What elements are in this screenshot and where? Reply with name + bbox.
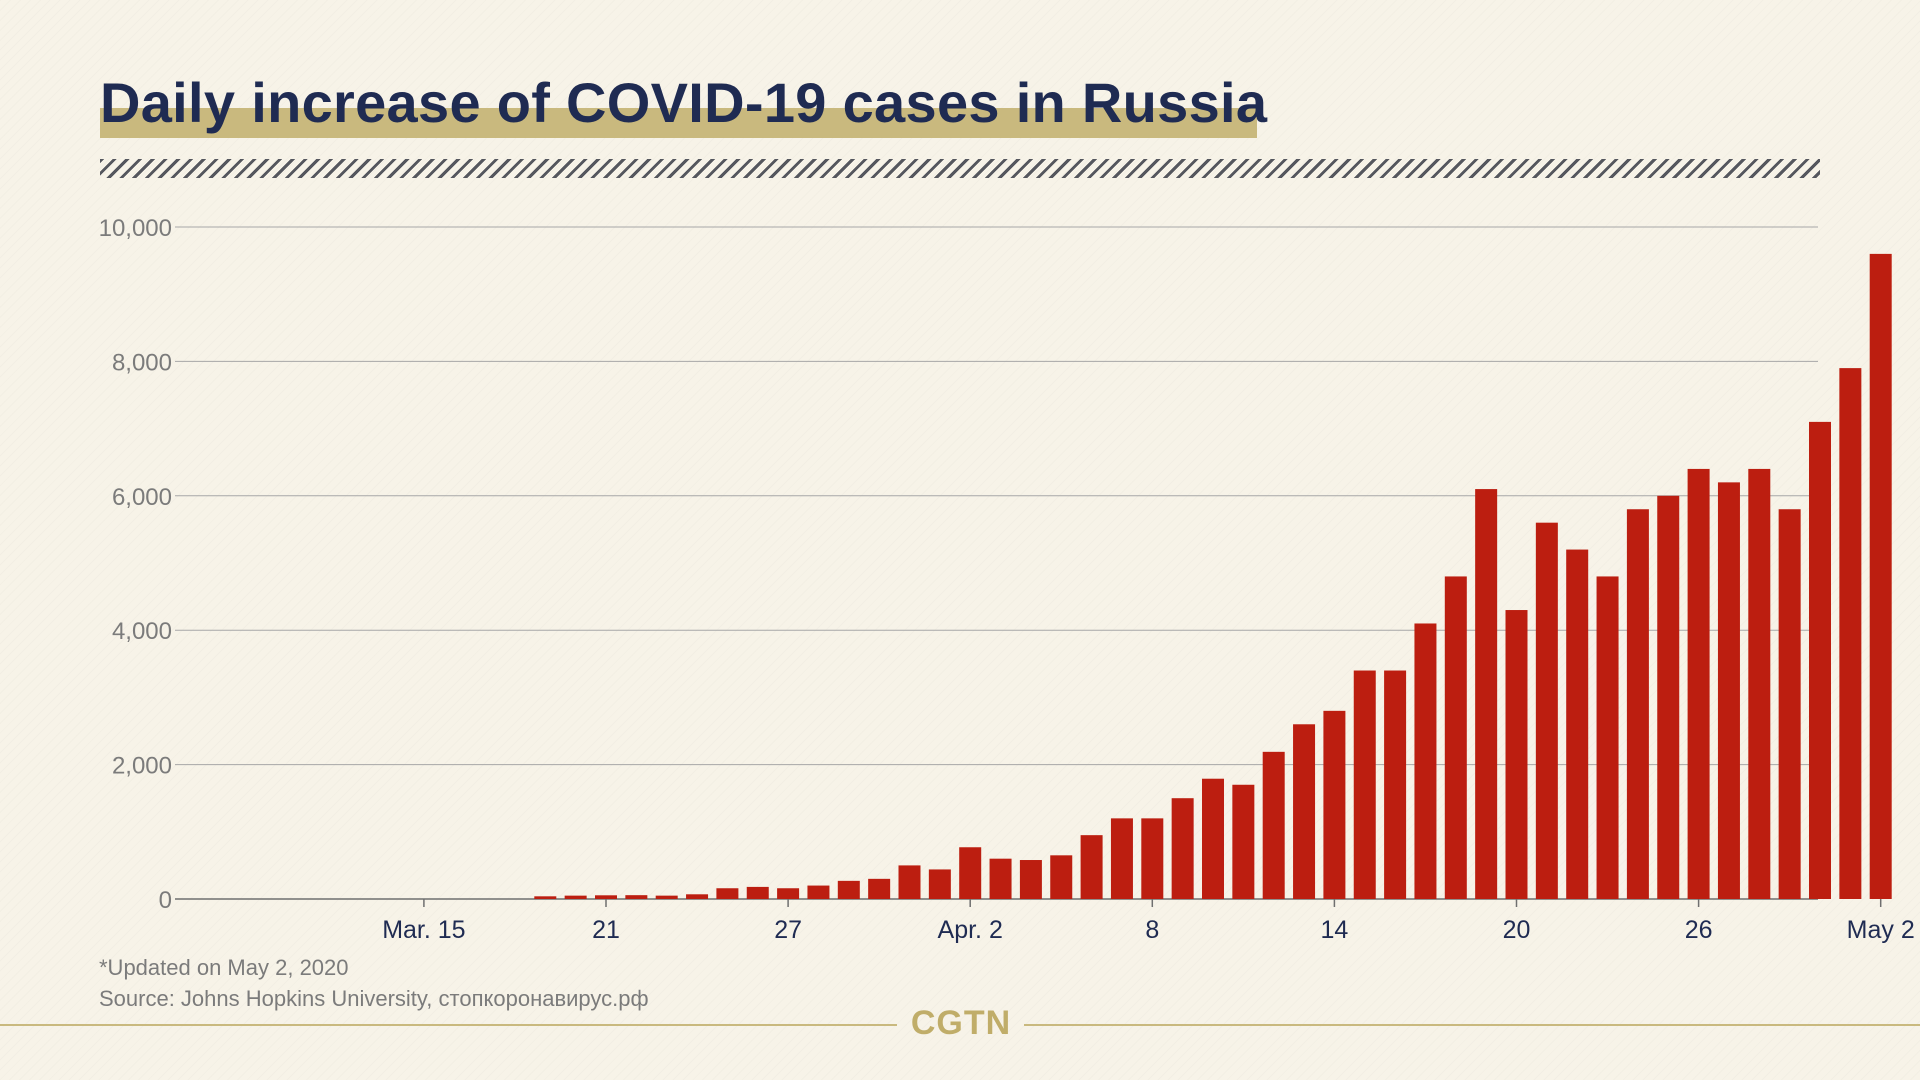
y-tick-label: 4,000 [112,618,172,645]
source-note: Source: Johns Hopkins University, стопко… [99,986,649,1011]
y-tick-label: 6,000 [112,484,172,511]
bar-series [534,253,1892,899]
bar-2020-05-01 [1839,368,1862,899]
title-highlight-bar [100,108,1257,138]
bar-2020-04-15 [1353,670,1376,899]
footer-line-right [1024,1024,1920,1026]
x-tick-label: Mar. 15 [382,916,465,944]
x-tick-label: 21 [592,916,620,944]
bar-2020-03-29 [837,880,860,899]
bar-2020-04-30 [1809,421,1831,899]
bar-2020-04-14 [1323,710,1346,899]
x-tick-label: 20 [1503,916,1531,944]
bar-2020-04-13 [1293,724,1316,899]
bar-2020-03-19 [534,896,557,899]
bar-2020-03-31 [898,865,921,899]
bar-2020-04-11 [1232,784,1255,899]
bar-2020-04-05 [1050,855,1073,899]
bar-2020-04-09 [1171,798,1194,899]
bar-2020-04-12 [1262,751,1285,899]
x-tick-label: 8 [1145,916,1159,944]
bar-2020-04-25 [1657,495,1680,899]
cgtn-logo: CGTN [910,1004,1012,1042]
bar-2020-04-23 [1596,576,1619,899]
x-tick-label: May 2 [1847,916,1915,944]
bar-2020-03-21 [595,895,617,899]
bar-2020-04-17 [1414,623,1437,899]
bar-2020-04-02 [959,847,982,899]
bar-2020-03-24 [686,894,709,899]
bar-2020-04-28 [1748,468,1771,899]
bar-2020-03-20 [564,895,587,899]
bar-2020-04-24 [1626,509,1649,899]
bar-2020-04-10 [1202,778,1224,899]
bar-2020-04-04 [1019,860,1042,899]
chart-title-block: Daily increase of COVID-19 cases in Russ… [100,68,1267,138]
bar-2020-04-29 [1778,509,1801,899]
updated-note: *Updated on May 2, 2020 [99,955,349,980]
footer-line-left [0,1024,897,1026]
bar-2020-04-07 [1110,818,1133,899]
bar-2020-04-20 [1505,610,1528,899]
bar-2020-04-06 [1080,835,1103,899]
bar-2020-04-08 [1141,818,1164,899]
x-tick-label: Apr. 2 [938,916,1003,944]
bar-2020-04-22 [1566,549,1589,899]
x-tick-label: 26 [1685,916,1713,944]
x-tick-label: 27 [774,916,802,944]
y-tick-label: 10,000 [99,215,172,242]
x-tick-label: 14 [1320,916,1348,944]
bar-2020-04-16 [1384,670,1407,899]
bar-2020-03-27 [777,888,800,899]
bar-2020-03-26 [746,886,769,899]
hatched-divider [100,159,1820,178]
bar-2020-03-25 [716,888,739,899]
x-axis-ticks: Mar. 15 21 27 Apr. 2 8 14 20 26 May 2 [382,899,1915,944]
bar-2020-04-19 [1475,489,1498,899]
y-axis-ticks: 0 2,000 4,000 6,000 8,000 10,000 [99,215,172,914]
y-tick-label: 2,000 [112,753,172,780]
bar-2020-04-27 [1717,482,1740,899]
bar-2020-04-03 [989,858,1012,899]
chart-title: Daily increase of COVID-19 cases in Russ… [100,71,1268,134]
bar-2020-03-23 [655,895,678,899]
bar-2020-04-01 [928,869,951,899]
bar-2020-05-02 [1869,253,1892,899]
bar-2020-03-22 [625,895,648,899]
bar-2020-04-21 [1535,522,1558,899]
y-tick-label: 0 [159,887,172,914]
bar-2020-03-30 [868,878,891,899]
bar-2020-04-18 [1444,576,1467,899]
y-tick-label: 8,000 [112,349,172,376]
bar-2020-03-28 [807,885,830,899]
bar-2020-04-26 [1687,468,1710,899]
